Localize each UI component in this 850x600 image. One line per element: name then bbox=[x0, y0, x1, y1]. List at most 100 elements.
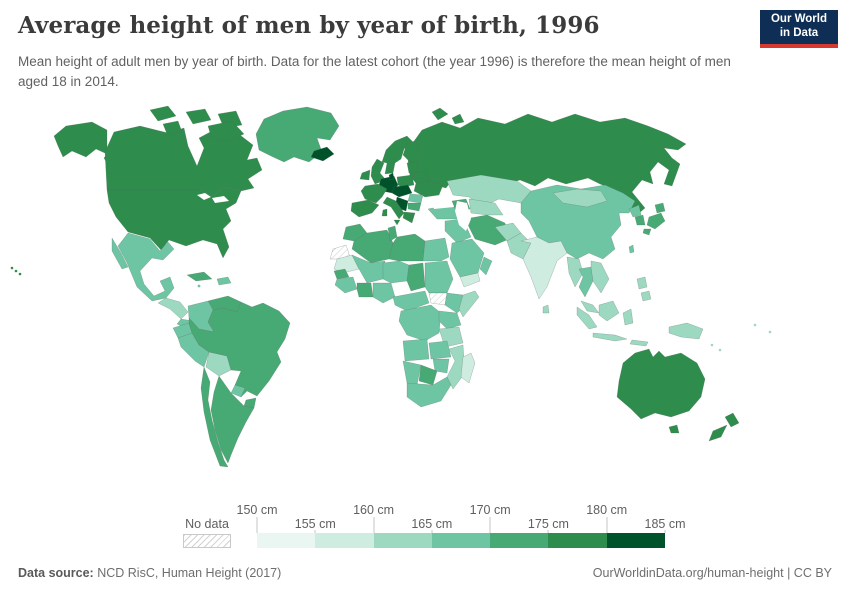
country-hawaii[interactable] bbox=[14, 269, 18, 273]
country-chile[interactable] bbox=[200, 366, 229, 468]
country-italy[interactable] bbox=[381, 208, 388, 217]
legend-no-data[interactable]: No data bbox=[183, 517, 231, 548]
country-czech-austria-hungary[interactable] bbox=[391, 184, 413, 198]
owid-logo[interactable]: Our World in Data bbox=[760, 10, 838, 48]
legend-bin-170-175[interactable] bbox=[490, 533, 549, 548]
country-angola[interactable] bbox=[402, 338, 430, 362]
country-romania[interactable] bbox=[407, 193, 424, 204]
country-cuba[interactable] bbox=[186, 271, 213, 282]
country-zambia[interactable] bbox=[428, 340, 452, 360]
country-baltics[interactable] bbox=[406, 160, 419, 174]
country-hawaii[interactable] bbox=[10, 266, 14, 270]
country-pacific-islands[interactable] bbox=[768, 330, 772, 334]
country-bulgaria[interactable] bbox=[407, 202, 422, 212]
country-indonesia[interactable] bbox=[622, 308, 634, 326]
country-paraguay[interactable] bbox=[230, 384, 246, 398]
country-ireland[interactable] bbox=[359, 169, 371, 181]
country-ukraine[interactable] bbox=[413, 180, 444, 198]
country-egypt[interactable] bbox=[422, 237, 450, 262]
country-madagascar[interactable] bbox=[460, 352, 476, 384]
country-brazil[interactable] bbox=[188, 301, 291, 398]
legend-bin-160-165[interactable] bbox=[373, 533, 432, 548]
country-russia[interactable] bbox=[431, 107, 449, 121]
country-guinea[interactable] bbox=[334, 276, 358, 294]
country-japan[interactable] bbox=[646, 212, 666, 230]
country-jamaica[interactable] bbox=[197, 284, 201, 288]
legend-bin-150-155[interactable] bbox=[257, 533, 316, 548]
country-canada[interactable] bbox=[162, 120, 183, 135]
country-mozambique[interactable] bbox=[446, 344, 466, 390]
country-australia[interactable] bbox=[616, 348, 706, 420]
country-usa[interactable] bbox=[106, 186, 242, 259]
country-chad[interactable] bbox=[406, 262, 426, 292]
country-senegal[interactable] bbox=[333, 268, 350, 280]
country-uzbek-turkmen[interactable] bbox=[468, 198, 504, 216]
country-south-sudan[interactable] bbox=[428, 292, 448, 306]
country-indonesia[interactable] bbox=[598, 300, 620, 322]
country-taiwan[interactable] bbox=[628, 244, 635, 254]
country-norway-sweden[interactable] bbox=[381, 135, 414, 175]
country-ivory-ghana[interactable] bbox=[356, 282, 374, 298]
country-pacific-islands[interactable] bbox=[718, 348, 722, 352]
country-philippines[interactable] bbox=[640, 290, 652, 302]
country-kazakhstan[interactable] bbox=[446, 174, 532, 208]
country-canada[interactable] bbox=[149, 105, 177, 122]
country-south-africa[interactable] bbox=[406, 376, 452, 408]
country-mexico[interactable] bbox=[111, 237, 129, 270]
country-greenland[interactable] bbox=[255, 106, 340, 163]
country-japan[interactable] bbox=[642, 228, 652, 236]
country-argentina[interactable] bbox=[210, 375, 255, 464]
country-united-kingdom[interactable] bbox=[370, 158, 387, 185]
country-new-zealand[interactable] bbox=[724, 412, 740, 428]
country-alaska[interactable] bbox=[53, 121, 108, 158]
country-mauritania[interactable] bbox=[333, 254, 360, 274]
country-drc[interactable] bbox=[398, 304, 442, 342]
credit-line[interactable]: OurWorldinData.org/human-height | CC BY bbox=[592, 566, 832, 580]
country-france[interactable] bbox=[360, 183, 388, 204]
country-myanmar[interactable] bbox=[566, 256, 584, 288]
country-south-korea[interactable] bbox=[634, 214, 646, 226]
country-pacific-islands[interactable] bbox=[753, 323, 757, 327]
country-north-korea[interactable] bbox=[628, 204, 642, 218]
country-italy[interactable] bbox=[382, 196, 405, 220]
country-mongolia[interactable] bbox=[552, 188, 608, 208]
country-saudi-arabia[interactable] bbox=[449, 238, 485, 278]
legend-no-data-swatch[interactable] bbox=[183, 534, 231, 548]
legend-bin-165-170[interactable] bbox=[431, 533, 491, 548]
legend-bin-175-180[interactable] bbox=[548, 533, 607, 548]
country-new-guinea[interactable] bbox=[668, 322, 704, 340]
legend-colorbar[interactable]: 150 cm 155 cm 160 cm 165 cm 170 cm 175 cm 180 … bbox=[237, 503, 686, 548]
country-canada[interactable] bbox=[185, 108, 212, 125]
country-italy[interactable] bbox=[393, 219, 401, 226]
country-indonesia[interactable] bbox=[629, 339, 649, 347]
country-pacific-islands[interactable] bbox=[710, 343, 714, 347]
country-niger[interactable] bbox=[382, 260, 410, 284]
country-sri-lanka[interactable] bbox=[542, 304, 550, 314]
country-mexico[interactable] bbox=[117, 232, 175, 302]
country-india[interactable] bbox=[520, 236, 568, 300]
country-iberia[interactable] bbox=[350, 199, 380, 218]
legend-bin-180-185[interactable] bbox=[606, 533, 665, 548]
country-yemen[interactable] bbox=[459, 272, 481, 288]
country-cameroon-car[interactable] bbox=[392, 290, 430, 312]
country-vietnam-laos[interactable] bbox=[590, 260, 610, 294]
country-canada[interactable] bbox=[207, 120, 245, 143]
country-japan[interactable] bbox=[654, 202, 666, 214]
country-hispaniola[interactable] bbox=[216, 276, 232, 286]
country-oman[interactable] bbox=[479, 256, 493, 276]
country-uganda-kenya[interactable] bbox=[438, 310, 462, 330]
country-thailand[interactable] bbox=[578, 266, 594, 298]
country-namibia[interactable] bbox=[402, 360, 422, 386]
country-nigeria[interactable] bbox=[372, 282, 396, 304]
country-hawaii[interactable] bbox=[18, 272, 22, 276]
country-philippines[interactable] bbox=[636, 276, 648, 290]
country-australia[interactable] bbox=[668, 424, 680, 434]
country-sudan[interactable] bbox=[424, 260, 454, 294]
country-zimbabwe[interactable] bbox=[432, 358, 450, 374]
country-indonesia[interactable] bbox=[592, 332, 628, 342]
country-russia[interactable] bbox=[451, 113, 465, 125]
country-denmark[interactable] bbox=[388, 172, 395, 181]
country-indonesia[interactable] bbox=[576, 306, 598, 330]
legend-bin-155-160[interactable] bbox=[315, 533, 374, 548]
country-guatemala-honduras[interactable] bbox=[157, 297, 189, 320]
